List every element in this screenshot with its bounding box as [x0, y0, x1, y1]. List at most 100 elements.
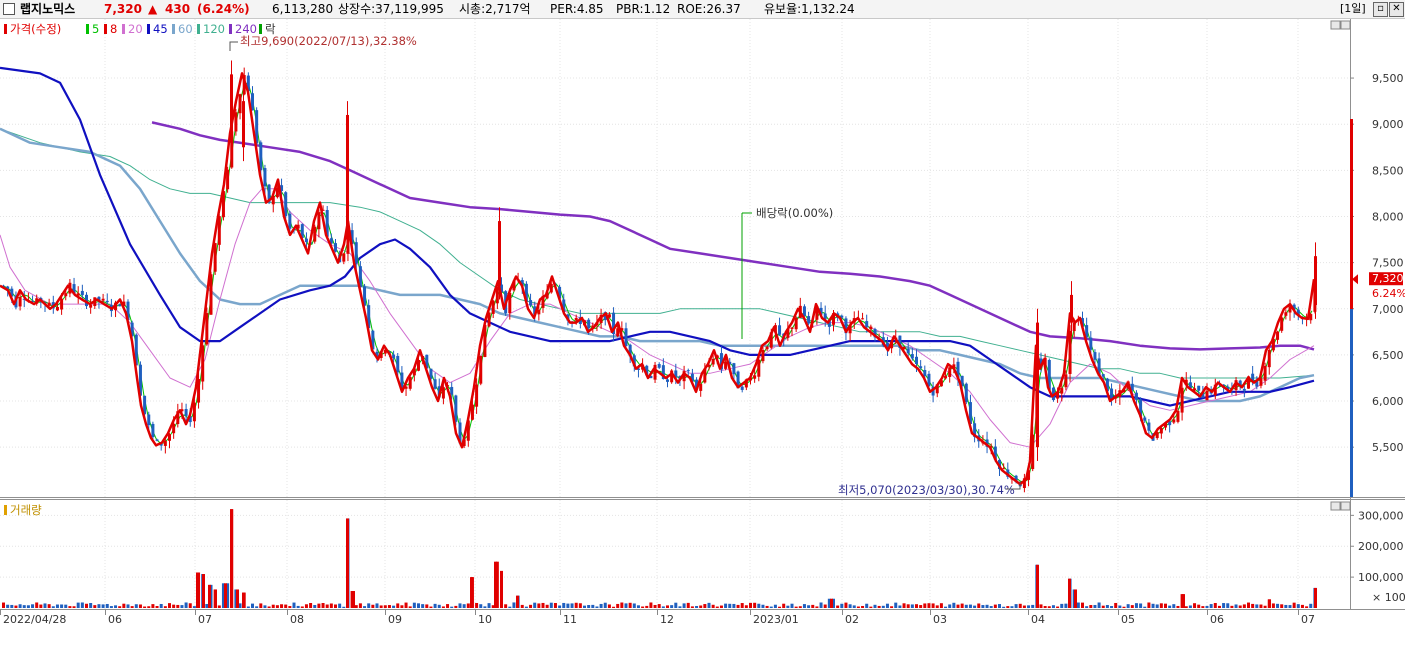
volume-bar: [894, 602, 898, 608]
volume-bar: [138, 604, 142, 608]
volume-bar: [520, 604, 524, 608]
candle-body: [624, 328, 628, 347]
date-tick-label: 2023/01: [753, 613, 799, 626]
current-price-arrow-icon: [1352, 274, 1358, 285]
period-selector[interactable]: [1일]: [1340, 2, 1366, 15]
volume-bar: [1176, 605, 1180, 608]
volume-bar: [641, 606, 645, 608]
candle-body: [466, 420, 470, 441]
volume-bar: [1234, 604, 1238, 608]
volume-bar: [574, 602, 578, 608]
dividend-annotation: 배당락(0.00%): [741, 206, 833, 339]
volume-bar: [906, 604, 910, 608]
volume-bar: [10, 604, 14, 608]
volume-bar: [927, 603, 931, 608]
candle-body: [221, 191, 225, 218]
candle-body: [22, 298, 26, 300]
volume-bar: [1309, 603, 1313, 608]
price-panel-min-icon[interactable]: [1330, 20, 1341, 30]
volume-bar: [288, 606, 292, 608]
volume-bar: [1247, 602, 1250, 608]
volume-bar: [109, 606, 113, 608]
candle-body: [296, 224, 300, 229]
date-tick-label: 06: [108, 613, 122, 626]
candle-body: [10, 288, 14, 297]
price-range-bar-low: [1350, 309, 1353, 497]
volume-bar: [670, 605, 674, 608]
candle-body: [450, 386, 454, 395]
panel-buttons[interactable]: [1330, 20, 1351, 511]
candle-body: [599, 314, 603, 323]
volume-bar: [1184, 606, 1188, 608]
volume-bar: [524, 606, 528, 608]
volume-bar: [284, 604, 288, 608]
volume-bar: [358, 603, 362, 608]
volume-bar: [421, 604, 425, 608]
price-panel-max-icon[interactable]: [1340, 20, 1351, 30]
volume-bar: [491, 605, 495, 608]
volume-bar: [1134, 603, 1138, 608]
candle-body: [350, 230, 354, 245]
candle-body: [873, 328, 877, 338]
candle-body: [105, 300, 109, 303]
candle-body: [558, 286, 562, 299]
candle-body: [1072, 322, 1076, 332]
candle-body: [396, 355, 400, 373]
volume-bar: [1114, 602, 1118, 608]
volume-bar: [1081, 602, 1084, 608]
volume-panel-max-icon[interactable]: [1340, 501, 1351, 511]
price-tick-label: 6,500: [1372, 349, 1404, 362]
candle-body: [1056, 391, 1060, 399]
volume-bar: [93, 605, 97, 608]
candle-body: [512, 280, 516, 291]
volume-panel-min-icon[interactable]: [1330, 501, 1341, 511]
volume-bar: [549, 602, 553, 608]
volume-bar: [703, 604, 707, 608]
volume-bar: [126, 604, 130, 608]
candle-body: [1159, 428, 1163, 434]
restore-window-icon[interactable]: ▫: [1373, 2, 1388, 17]
volume-bar: [636, 605, 640, 608]
candle-body: [1292, 304, 1296, 310]
candle-body: [960, 375, 964, 386]
candle-body: [498, 221, 501, 286]
volume-bar: [931, 603, 935, 608]
volume-bar: [537, 603, 541, 608]
volume-bar: [761, 604, 765, 608]
ma45-swatch: [147, 24, 150, 34]
stock-chart[interactable]: 9,500 9,000 8,500 8,000 7,500 7,000 6,500 6,000…: [0, 19, 1405, 648]
volume-bar: [632, 603, 636, 608]
volume-bar: [869, 606, 873, 608]
candle-body: [1064, 374, 1068, 388]
candle-body: [790, 327, 794, 329]
volume-bar: [736, 604, 740, 608]
close-window-icon[interactable]: ✕: [1389, 2, 1404, 17]
candle-body: [209, 274, 213, 315]
volume-bar: [72, 606, 76, 608]
candle-body: [275, 187, 279, 198]
candle-body: [31, 301, 35, 303]
volume-bar: [607, 604, 611, 608]
candle-body: [234, 112, 238, 132]
ma120-swatch: [197, 24, 200, 34]
candle-body: [778, 325, 782, 335]
volume-bar: [595, 606, 599, 608]
candle-body: [72, 284, 76, 295]
low-annotation-text: 최저5,070(2023/03/30),30.74%: [838, 483, 1015, 497]
price-axis-labels: 9,500 9,000 8,500 8,000 7,500 7,000 6,500 6,000…: [1350, 72, 1404, 454]
volume-bar: [55, 604, 59, 608]
candle-body: [1205, 390, 1209, 401]
volume-bar: [998, 604, 1001, 608]
volume-bar: [666, 605, 669, 608]
volume-bar: [105, 603, 109, 608]
volume-bar: [1022, 605, 1026, 608]
select-checkbox[interactable]: [3, 3, 15, 15]
volume-bar: [392, 605, 396, 608]
candle-body: [1238, 380, 1242, 387]
ma240-line: [151, 121, 1315, 351]
candle-body: [649, 376, 653, 379]
volume-bar: [628, 602, 632, 608]
candle-body: [769, 332, 773, 348]
candle-body: [18, 296, 22, 307]
candle-body: [744, 379, 748, 388]
